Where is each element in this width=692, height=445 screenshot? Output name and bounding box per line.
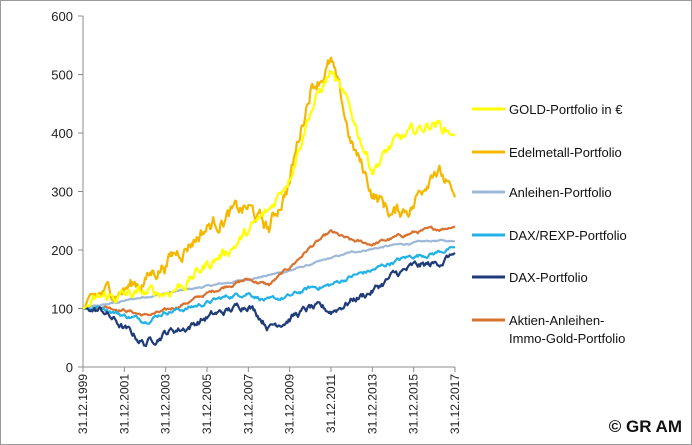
x-tick-label: 31.12.2005	[200, 374, 214, 434]
y-tick-label: 400	[51, 126, 73, 141]
x-tick-label: 31.12.2013	[365, 374, 379, 434]
x-tick-label: 31.12.2009	[283, 374, 297, 434]
x-tick-label: 31.12.2017	[448, 374, 462, 434]
series-line-2	[82, 238, 456, 310]
y-tick-label: 0	[66, 360, 73, 375]
series-layer	[82, 56, 457, 348]
series-line-1	[82, 56, 457, 310]
x-tick-label: 31.12.2001	[117, 374, 131, 434]
series-line-3	[82, 245, 456, 325]
y-tick-label: 300	[51, 185, 73, 200]
legend-label-2: Anleihen-Portfolio	[509, 185, 612, 200]
legend-label-5: Aktien-Anleihen-	[509, 313, 604, 328]
y-tick-label: 100	[51, 302, 73, 317]
x-tick-label: 31.12.2011	[324, 374, 338, 433]
series-line-4	[82, 251, 456, 348]
y-tick-label: 500	[51, 68, 73, 83]
series-line-5	[82, 225, 456, 317]
legend-label-5-line2: Immo-Gold-Portfolio	[509, 331, 625, 346]
legend: GOLD-Portfolio in € Edelmetall-Portfolio A…	[472, 102, 627, 346]
legend-label-1: Edelmetall-Portfolio	[509, 145, 622, 160]
x-tick-label: 31.12.2003	[159, 374, 173, 434]
y-tick-label: 200	[51, 243, 73, 258]
legend-label-3: DAX/REXP-Portfolio	[509, 228, 627, 243]
legend-label-4: DAX-Portfolio	[509, 270, 588, 285]
legend-label-0: GOLD-Portfolio in €	[509, 102, 623, 117]
x-tick-label: 31.12.2007	[241, 374, 255, 434]
x-tick-label: 31.12.1999	[76, 374, 90, 434]
copyright-label: © GR AM	[608, 417, 682, 436]
x-tick-label: 31.12.2015	[407, 374, 421, 434]
series-line-0	[82, 69, 456, 310]
y-tick-label: 600	[51, 9, 73, 24]
